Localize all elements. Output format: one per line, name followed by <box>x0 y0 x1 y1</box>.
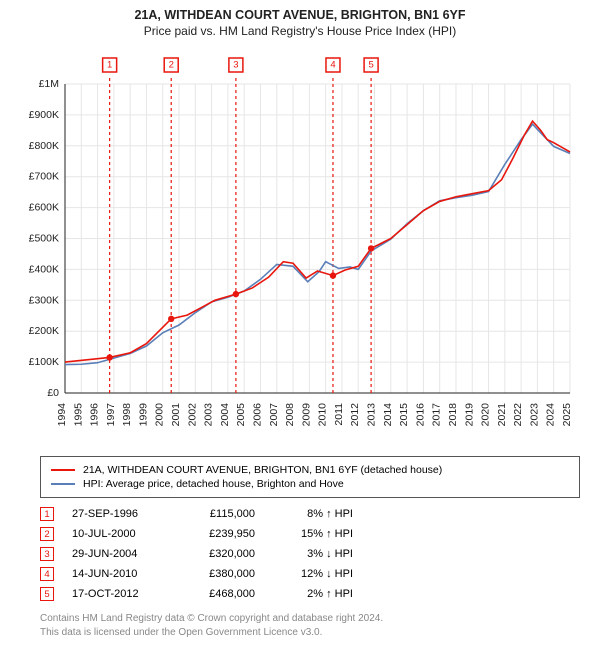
svg-text:2005: 2005 <box>235 403 247 427</box>
svg-text:£300K: £300K <box>29 294 59 306</box>
legend: 21A, WITHDEAN COURT AVENUE, BRIGHTON, BN… <box>40 456 580 498</box>
svg-text:1996: 1996 <box>89 403 101 427</box>
chart-container: 21A, WITHDEAN COURT AVENUE, BRIGHTON, BN… <box>0 0 600 650</box>
svg-text:2000: 2000 <box>154 403 166 427</box>
chart-title: 21A, WITHDEAN COURT AVENUE, BRIGHTON, BN… <box>10 8 590 22</box>
event-price: £115,000 <box>185 508 255 520</box>
svg-text:2: 2 <box>169 60 174 71</box>
svg-text:£700K: £700K <box>29 171 59 183</box>
event-row: 2 10-JUL-2000 £239,950 15% ↑ HPI <box>40 524 580 544</box>
legend-swatch <box>51 483 75 484</box>
svg-text:2018: 2018 <box>447 403 459 427</box>
svg-text:2009: 2009 <box>300 403 312 427</box>
svg-text:2003: 2003 <box>203 403 215 427</box>
event-date: 17-OCT-2012 <box>72 588 167 600</box>
event-marker: 2 <box>40 527 54 541</box>
svg-text:2020: 2020 <box>480 403 492 427</box>
svg-text:2019: 2019 <box>463 403 475 427</box>
event-price: £380,000 <box>185 568 255 580</box>
event-row: 1 27-SEP-1996 £115,000 8% ↑ HPI <box>40 504 580 524</box>
event-price: £468,000 <box>185 588 255 600</box>
svg-text:£800K: £800K <box>29 140 59 152</box>
svg-text:2023: 2023 <box>528 403 540 427</box>
svg-text:1997: 1997 <box>105 403 117 427</box>
svg-text:£1M: £1M <box>39 78 59 90</box>
svg-text:£400K: £400K <box>29 263 59 275</box>
svg-text:3: 3 <box>233 60 238 71</box>
svg-text:£900K: £900K <box>29 109 59 121</box>
svg-text:2016: 2016 <box>414 403 426 427</box>
event-row: 3 29-JUN-2004 £320,000 3% ↓ HPI <box>40 544 580 564</box>
svg-text:2004: 2004 <box>219 403 231 427</box>
svg-text:2014: 2014 <box>382 403 394 427</box>
chart-svg: £0 £100K £200K £300K £400K £500K £600K £700K £80… <box>20 48 580 448</box>
legend-item: HPI: Average price, detached house, Brig… <box>51 477 569 491</box>
svg-text:2001: 2001 <box>170 403 182 427</box>
svg-text:£200K: £200K <box>29 325 59 337</box>
svg-text:£0: £0 <box>47 387 59 399</box>
svg-text:£100K: £100K <box>29 356 59 368</box>
svg-text:1998: 1998 <box>121 403 133 427</box>
svg-text:5: 5 <box>368 60 373 71</box>
svg-text:2024: 2024 <box>545 403 557 427</box>
svg-text:2008: 2008 <box>284 403 296 427</box>
svg-text:1995: 1995 <box>72 403 84 427</box>
svg-text:2017: 2017 <box>431 403 443 427</box>
svg-text:2011: 2011 <box>333 403 345 426</box>
event-date: 10-JUL-2000 <box>72 528 167 540</box>
svg-text:2007: 2007 <box>268 403 280 427</box>
footer-attribution: Contains HM Land Registry data © Crown c… <box>40 612 580 639</box>
svg-text:2006: 2006 <box>251 403 263 427</box>
event-diff: 12% ↓ HPI <box>273 568 353 580</box>
event-row: 4 14-JUN-2010 £380,000 12% ↓ HPI <box>40 564 580 584</box>
svg-text:2010: 2010 <box>317 403 329 427</box>
event-diff: 15% ↑ HPI <box>273 528 353 540</box>
svg-text:4: 4 <box>330 60 335 71</box>
svg-text:1999: 1999 <box>137 403 149 427</box>
event-row: 5 17-OCT-2012 £468,000 2% ↑ HPI <box>40 584 580 604</box>
footer-line1: Contains HM Land Registry data © Crown c… <box>40 612 580 626</box>
event-price: £320,000 <box>185 548 255 560</box>
events-table: 1 27-SEP-1996 £115,000 8% ↑ HPI 2 10-JUL-2000… <box>40 504 580 604</box>
svg-text:2015: 2015 <box>398 403 410 427</box>
event-marker: 4 <box>40 567 54 581</box>
event-marker: 1 <box>40 507 54 521</box>
svg-text:2022: 2022 <box>512 403 524 427</box>
svg-text:2021: 2021 <box>496 403 508 427</box>
event-date: 14-JUN-2010 <box>72 568 167 580</box>
event-diff: 2% ↑ HPI <box>273 588 353 600</box>
event-price: £239,950 <box>185 528 255 540</box>
footer-line2: This data is licensed under the Open Gov… <box>40 626 580 640</box>
svg-text:2002: 2002 <box>186 403 198 427</box>
svg-text:2012: 2012 <box>349 403 361 427</box>
chart-subtitle: Price paid vs. HM Land Registry's House … <box>10 24 590 38</box>
event-diff: 8% ↑ HPI <box>273 508 353 520</box>
chart-area: £0 £100K £200K £300K £400K £500K £600K £700K £80… <box>20 48 580 448</box>
svg-text:1994: 1994 <box>56 403 68 427</box>
event-date: 27-SEP-1996 <box>72 508 167 520</box>
event-date: 29-JUN-2004 <box>72 548 167 560</box>
event-marker: 3 <box>40 547 54 561</box>
event-diff: 3% ↓ HPI <box>273 548 353 560</box>
svg-text:1: 1 <box>107 60 112 71</box>
svg-text:£500K: £500K <box>29 233 59 245</box>
legend-label: HPI: Average price, detached house, Brig… <box>83 478 344 490</box>
legend-item: 21A, WITHDEAN COURT AVENUE, BRIGHTON, BN… <box>51 463 569 477</box>
legend-swatch <box>51 469 75 471</box>
legend-label: 21A, WITHDEAN COURT AVENUE, BRIGHTON, BN… <box>83 464 442 476</box>
svg-text:2025: 2025 <box>561 403 573 427</box>
event-marker: 5 <box>40 587 54 601</box>
chart-titles: 21A, WITHDEAN COURT AVENUE, BRIGHTON, BN… <box>0 0 600 42</box>
svg-text:2013: 2013 <box>366 403 378 427</box>
svg-text:£600K: £600K <box>29 202 59 214</box>
